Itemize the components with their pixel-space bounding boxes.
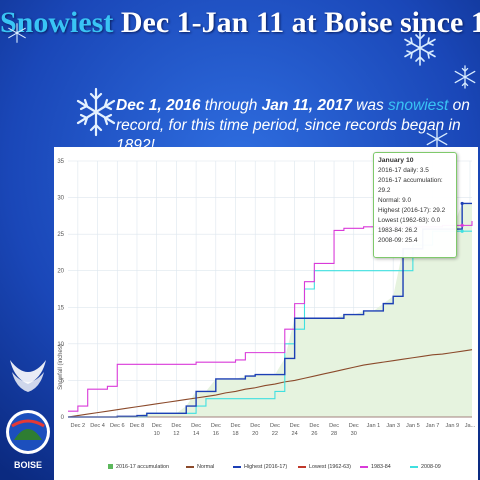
legend-label: 1983-84 xyxy=(371,464,391,470)
tooltip-line: 2008-09: 25.4 xyxy=(378,237,418,244)
tooltip-line: 1983-84: 26.2 xyxy=(378,227,418,234)
logo-bottom-text: BOISE xyxy=(14,460,42,470)
y-tick-label: 30 xyxy=(57,196,64,202)
y-tick-label: 35 xyxy=(57,159,64,165)
subtitle-end-date: Jan 11, 2017 xyxy=(261,97,352,114)
y-tick-label: 20 xyxy=(57,269,64,275)
x-tick-label: Dec 30 xyxy=(349,423,359,437)
subtitle-text-1: through xyxy=(200,97,262,114)
legend-swatch xyxy=(360,465,368,468)
tooltip-line: 2016-17 daily: 3.5 xyxy=(378,167,429,174)
subtitle-start-date: Dec 1, 2016 xyxy=(116,97,201,114)
x-tick-label: Jan 1 xyxy=(367,423,381,429)
x-tick-label: Dec 6 xyxy=(110,423,125,429)
x-tick-label: Dec 20 xyxy=(250,423,260,437)
chart-legend: 2016-17 accumulation Normal Highest (201… xyxy=(108,462,478,474)
legend-label: 2008-09 xyxy=(421,464,441,470)
snowflake-icon xyxy=(454,65,476,89)
chart: 0 5 10 15 20 25 30 35 Dec 2 Dec 4 Dec 6 Dec 8 Dec 10 D… xyxy=(57,159,476,437)
snowflake-icon xyxy=(76,87,116,137)
legend-item-highest[interactable]: Highest (2016-17) xyxy=(233,464,287,470)
tooltip-line: Highest (2016-17): 29.2 xyxy=(378,207,446,214)
x-tick-label: Dec 28 xyxy=(329,423,339,437)
legend-label: Lowest (1962-63) xyxy=(309,464,351,470)
legend-label: 2016-17 accumulation xyxy=(116,464,170,470)
tooltip-title: January 10 xyxy=(378,157,414,164)
snowflake-icon xyxy=(8,23,26,43)
y-tick-label: 0 xyxy=(61,415,65,421)
y-tick-label: 5 xyxy=(61,378,65,384)
x-tick-label: Jan 3 xyxy=(386,423,400,429)
subtitle: Dec 1, 2016 through Jan 11, 2017 was sno… xyxy=(116,96,476,156)
legend-swatch xyxy=(108,464,113,470)
x-tick-label: Dec 14 xyxy=(191,423,201,437)
subtitle-text-2: was xyxy=(351,97,389,114)
x-tick-label: Dec 16 xyxy=(211,423,221,437)
snowflake-icon xyxy=(404,30,436,66)
x-tick-label: Dec 24 xyxy=(290,423,300,437)
legend-swatch xyxy=(410,465,418,468)
legend-item-lowest[interactable]: Lowest (1962-63) xyxy=(298,464,351,470)
series-line-highest-2016-17-[interactable] xyxy=(68,202,472,418)
hover-point xyxy=(460,229,464,233)
x-tick-label: Jan 5 xyxy=(406,423,420,429)
x-tick-label: Dec 18 xyxy=(231,423,241,437)
legend-item-normal[interactable]: Normal xyxy=(186,464,214,470)
x-tick-label: Ja... xyxy=(465,423,476,429)
snowflake-icon xyxy=(426,127,448,151)
x-tick-label: Dec 22 xyxy=(270,423,280,437)
series-line-normal[interactable] xyxy=(67,349,473,418)
x-tick-label: Dec 4 xyxy=(90,423,105,429)
subtitle-snowiest: snowiest xyxy=(388,97,449,114)
x-tick-label: Dec 8 xyxy=(130,423,145,429)
legend-label: Highest (2016-17) xyxy=(244,464,288,470)
x-tick-label: Dec 12 xyxy=(171,423,181,437)
data-tooltip: January 10 2016-17 daily: 3.5 2016-17 ac… xyxy=(373,152,457,258)
x-tick-label: Dec 26 xyxy=(309,423,319,437)
legend-swatch xyxy=(298,465,306,468)
y-tick-label: 25 xyxy=(57,232,64,238)
legend-item-2008-09[interactable]: 2008-09 xyxy=(410,464,441,470)
tooltip-line: Lowest (1962-63): 0.0 xyxy=(378,217,441,224)
legend-item-accumulation[interactable]: 2016-17 accumulation xyxy=(108,464,169,470)
y-tick-label: 15 xyxy=(57,305,64,311)
tooltip-line: 2016-17 accumulation: 29.2 xyxy=(378,177,443,194)
legend-label: Normal xyxy=(197,464,215,470)
nws-logo: BOISE xyxy=(6,360,50,470)
x-tick-label: Dec 10 xyxy=(152,423,162,437)
legend-item-1983-84[interactable]: 1983-84 xyxy=(360,464,391,470)
hover-point xyxy=(460,201,464,206)
x-tick-label: Jan 9 xyxy=(445,423,459,429)
legend-swatch xyxy=(233,465,241,468)
y-tick-label: 10 xyxy=(57,342,64,348)
y-axis-label: Snowfall (inches) xyxy=(58,344,64,390)
hover-point xyxy=(460,223,464,227)
x-tick-label: Dec 2 xyxy=(71,423,86,429)
tooltip-line: Normal: 9.0 xyxy=(378,197,412,204)
legend-swatch xyxy=(186,465,194,468)
x-tick-label: Jan 7 xyxy=(426,423,440,429)
